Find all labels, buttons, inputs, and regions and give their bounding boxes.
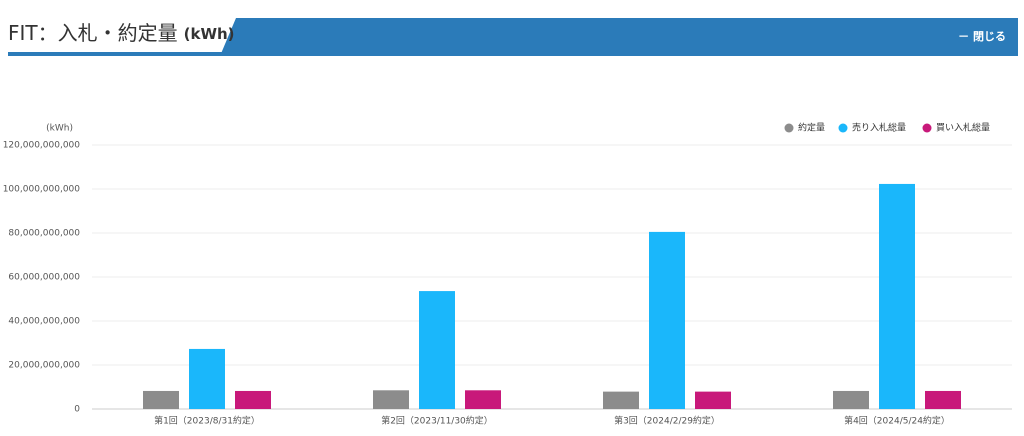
y-tick-label: 40,000,000,000	[8, 317, 80, 327]
bar	[143, 390, 179, 409]
legend-swatch	[922, 123, 932, 133]
x-tick-label: 第4回（2024/5/24約定）	[844, 415, 950, 427]
x-tick-label: 第1回（2023/8/31約定）	[154, 415, 260, 427]
title-underline	[8, 52, 222, 56]
legend-swatch	[784, 123, 794, 133]
y-tick-label: 20,000,000,000	[8, 361, 80, 371]
bar	[419, 291, 455, 409]
legend-label: 約定量	[798, 122, 825, 134]
bar	[833, 390, 869, 409]
bar	[879, 183, 915, 409]
y-tick-label: 100,000,000,000	[3, 185, 81, 195]
x-tick-label: 第3回（2024/2/29約定）	[614, 415, 720, 427]
legend-label: 買い入札総量	[936, 122, 990, 134]
page-title: FIT：入札・約定量 (kWh)	[8, 21, 235, 45]
title-unit: (kWh)	[184, 25, 235, 43]
x-tick-label: 第2回（2023/11/30約定）	[381, 415, 493, 427]
y-tick-label: 60,000,000,000	[8, 273, 80, 283]
y-tick-label: 80,000,000,000	[8, 229, 80, 239]
y-tick-label: 0	[74, 405, 80, 415]
legend-label: 売り入札総量	[852, 122, 906, 134]
y-unit: (kWh)	[46, 124, 73, 134]
legend-swatch	[838, 123, 848, 133]
bar	[925, 390, 961, 409]
bar	[649, 231, 685, 409]
title-main: FIT：入札・約定量	[8, 21, 178, 45]
header-banner	[220, 18, 1018, 56]
y-tick-label: 120,000,000,000	[3, 141, 81, 151]
close-button[interactable]: － 閉じる	[958, 30, 1006, 43]
bar	[189, 348, 225, 409]
bar	[465, 390, 501, 409]
bar	[603, 391, 639, 409]
bar	[695, 391, 731, 409]
bar	[235, 390, 271, 409]
bar	[373, 390, 409, 409]
